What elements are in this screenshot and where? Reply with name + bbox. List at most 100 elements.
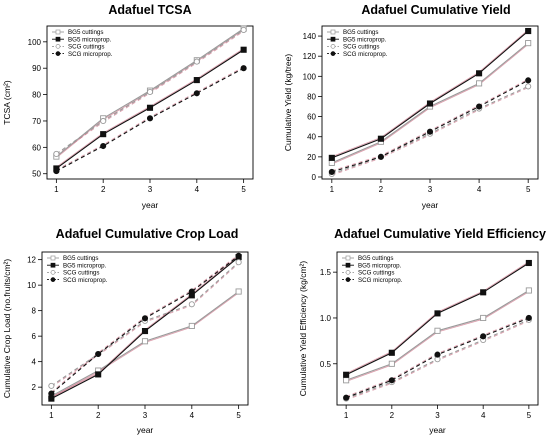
panel-tcsa: Adafuel TCSA 1 2 3 4 5 50 60 70 80 90 100 year TCSA (…: [2, 3, 254, 210]
x-tick-label: 5: [236, 411, 241, 420]
x-tick-label: 2: [96, 411, 101, 420]
y-tick-label: 140: [303, 32, 317, 41]
data-point-bg5-microprop: [328, 154, 335, 161]
data-point-bg5-microprop: [426, 100, 434, 107]
legend-label-bg5-cuttings: BG5 cuttings: [343, 29, 378, 36]
x-tick-label: 4: [481, 411, 486, 420]
x-tick-label: 3: [143, 411, 148, 420]
data-point-bg5-microprop: [193, 77, 200, 84]
y-tick-label: 80: [32, 91, 41, 100]
data-point-bg5-microprop: [377, 135, 384, 142]
legend-swatch-marker: [345, 262, 351, 268]
x-tick-label: 2: [379, 185, 384, 194]
data-point-scg-microprop: [48, 390, 55, 397]
legend-label-bg5-cuttings: BG5 cuttings: [63, 255, 98, 262]
y-tick-label: 80: [307, 92, 316, 101]
data-point-scg-microprop: [343, 394, 350, 401]
data-point-bg5-cuttings: [343, 377, 350, 384]
data-point-scg-cuttings: [48, 382, 55, 389]
data-point-scg-microprop: [525, 314, 532, 322]
legend-swatch-marker: [330, 44, 336, 49]
panel-yieldeff: Adafuel Cumulative Yield Efficiency 1 2 3 4 5…: [298, 227, 546, 435]
data-point-scg-microprop: [476, 103, 483, 110]
series-shade-bg5-cuttings: [51, 292, 239, 398]
panel-cumyield: Adafuel Cumulative Yield 1 2 3 4 5 0 20 40 60 80 10…: [283, 3, 539, 210]
y-tick-label: 12: [27, 256, 36, 265]
legend-swatch-marker: [330, 51, 336, 56]
legend-swatch-marker: [345, 255, 351, 261]
data-point-scg-microprop: [434, 351, 441, 358]
data-point-bg5-microprop: [525, 259, 532, 267]
x-tick-label: 5: [527, 411, 532, 420]
legend-label-bg5-microprop: BG5 microprop.: [358, 262, 402, 269]
legend-label-scg-microprop: SCG microprop.: [63, 277, 108, 284]
data-point-bg5-microprop: [434, 310, 441, 317]
chart-title: Adafuel Cumulative Yield Efficiency: [334, 227, 546, 241]
x-tick-label: 3: [428, 185, 433, 194]
legend-swatch-marker: [55, 51, 61, 56]
y-tick-label: 1.5: [320, 268, 332, 277]
x-tick-label: 3: [435, 411, 440, 420]
data-point-scg-cuttings: [240, 26, 247, 34]
y-axis-label: TCSA (cm²): [2, 80, 12, 125]
y-tick-label: 6: [32, 332, 37, 341]
y-tick-label: 20: [307, 153, 316, 162]
x-tick-label: 1: [49, 411, 54, 420]
x-axis-label: year: [137, 425, 154, 435]
data-point-bg5-microprop: [141, 328, 149, 335]
data-point-scg-microprop: [146, 115, 154, 122]
data-point-bg5-microprop: [388, 349, 395, 356]
data-point-bg5-microprop: [525, 27, 532, 35]
x-axis-label: year: [429, 425, 446, 435]
data-point-scg-cuttings: [193, 58, 200, 65]
x-tick-label: 1: [344, 411, 349, 420]
y-tick-label: 60: [307, 113, 316, 122]
data-point-bg5-microprop: [48, 395, 55, 402]
legend-swatch-marker: [50, 262, 56, 268]
legend-swatch-marker: [55, 29, 61, 35]
data-point-scg-microprop: [240, 65, 247, 72]
data-point-bg5-microprop: [343, 371, 350, 378]
y-tick-label: 100: [303, 72, 317, 81]
y-tick-label: 10: [27, 281, 36, 290]
data-point-scg-microprop: [377, 153, 384, 160]
x-tick-label: 1: [54, 185, 59, 194]
y-tick-label: 0: [312, 173, 317, 182]
data-point-scg-microprop: [95, 350, 102, 358]
y-axis-label: Cumulative Crop Load (no.fruits/cm²): [2, 259, 12, 399]
data-point-scg-microprop: [141, 315, 149, 322]
series-line-bg5-cuttings: [345, 290, 530, 381]
series-shade-scg-microprop: [331, 78, 529, 172]
x-tick-label: 5: [526, 185, 531, 194]
data-point-scg-microprop: [188, 288, 195, 295]
series-shade-bg5-cuttings: [345, 291, 530, 382]
data-point-bg5-microprop: [100, 131, 107, 138]
x-tick-label: 3: [148, 185, 153, 194]
data-point-scg-microprop: [388, 377, 395, 384]
legend-label-bg5-microprop: BG5 microprop.: [343, 36, 387, 43]
data-point-scg-cuttings: [100, 117, 107, 125]
y-tick-label: 50: [32, 170, 41, 179]
x-tick-label: 4: [477, 185, 482, 194]
x-tick-label: 4: [190, 411, 195, 420]
data-point-bg5-microprop: [146, 104, 154, 111]
data-point-scg-microprop: [193, 90, 200, 97]
x-tick-label: 5: [241, 185, 246, 194]
legend-label-bg5-microprop: BG5 microprop.: [68, 36, 112, 43]
y-tick-label: 40: [307, 133, 316, 142]
legend-swatch-marker: [345, 270, 351, 275]
y-tick-label: 4: [32, 358, 37, 367]
legend-label-scg-microprop: SCG microprop.: [358, 277, 403, 284]
data-point-bg5-microprop: [240, 46, 247, 53]
series-line-scg-microprop: [331, 79, 529, 173]
legend-swatch-marker: [50, 277, 56, 282]
y-tick-label: 8: [32, 307, 37, 316]
y-tick-label: 100: [28, 38, 42, 47]
data-point-bg5-microprop: [480, 289, 487, 296]
legend-label-scg-cuttings: SCG cuttings: [358, 270, 394, 277]
data-point-bg5-cuttings: [188, 322, 195, 330]
